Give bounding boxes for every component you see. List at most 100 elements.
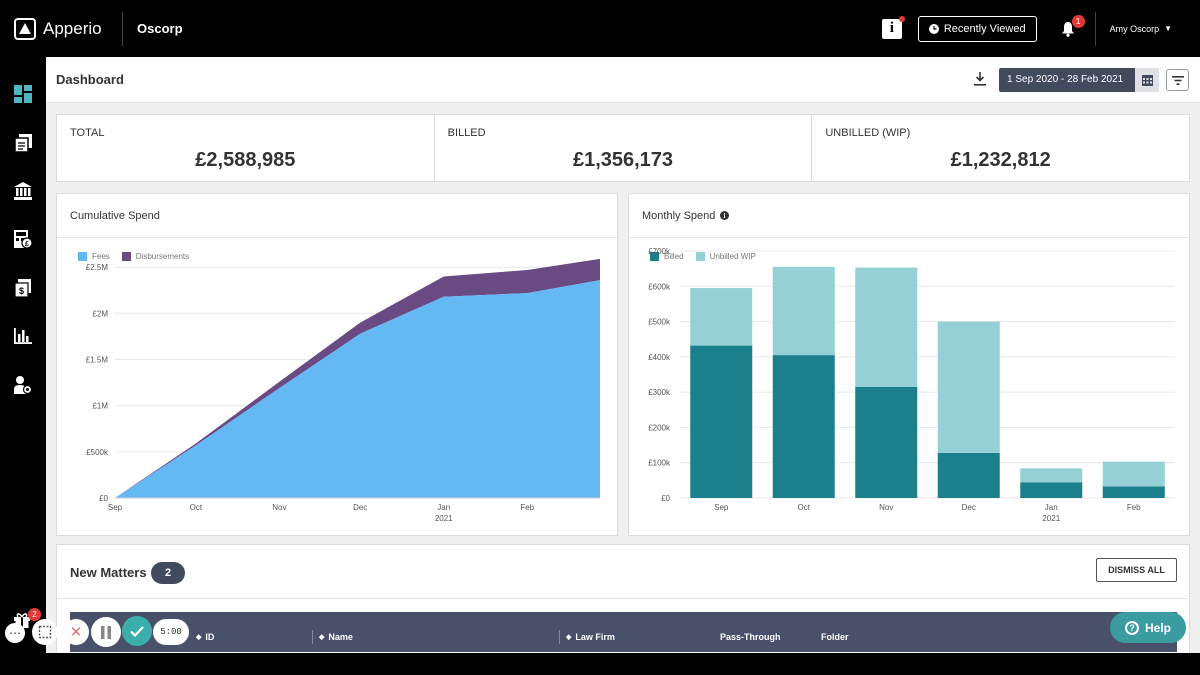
column-label: Law Firm: [575, 632, 615, 642]
cancel-recording-button[interactable]: ✕: [63, 619, 89, 645]
recently-viewed-button[interactable]: Recently Viewed: [917, 15, 1037, 42]
bottom-strip: [0, 653, 1200, 675]
documents-icon: [14, 134, 32, 152]
sidebar-item-budgets[interactable]: £: [13, 229, 33, 249]
help-icon: ?: [1124, 620, 1139, 635]
column-label: Pass-Through: [720, 632, 781, 642]
help-label: Help: [1144, 620, 1171, 635]
table-header: ◆ ID ◆ Name ◆ Law Firm Pass-Through Folder: [70, 612, 1177, 652]
section-title: New Matters: [70, 565, 147, 580]
column-label: Folder: [821, 632, 849, 642]
pause-button[interactable]: [91, 617, 121, 647]
dismiss-all-button[interactable]: DISMISS ALL: [1096, 558, 1177, 582]
x-tick-label: Sep: [108, 503, 123, 512]
sidebar-item-documents[interactable]: [13, 133, 33, 153]
x-sublabel: 2021: [435, 514, 453, 523]
caret-down-icon: ▼: [1164, 24, 1172, 33]
y-tick-label: £300k: [648, 388, 671, 397]
legend-item-billed[interactable]: Billed: [650, 252, 684, 261]
page-title: Dashboard: [56, 72, 124, 87]
bar-unbilled-wip: [772, 266, 835, 356]
divider: [629, 237, 1189, 238]
legend-swatch: [78, 252, 87, 261]
legend-swatch: [121, 252, 131, 261]
legend-swatch: [650, 252, 659, 261]
column-header-id[interactable]: ◆ ID: [196, 632, 214, 642]
help-button[interactable]: ? Help: [1110, 612, 1186, 643]
sidebar-item-dashboard[interactable]: [13, 84, 33, 104]
fees-area: [115, 280, 600, 498]
y-tick-label: £100k: [648, 459, 671, 468]
x-tick-label: Dec: [353, 503, 367, 512]
sidebar-item-reports[interactable]: [13, 326, 33, 346]
column-header-law-firm[interactable]: ◆ Law Firm: [566, 632, 615, 642]
date-range-picker[interactable]: 1 Sep 2020 - 28 Feb 2021: [999, 68, 1159, 92]
brand-name: Apperio: [43, 18, 102, 38]
column-divider: [559, 630, 560, 644]
sidebar-item-user-settings[interactable]: [13, 375, 33, 395]
count-badge: 2: [151, 562, 185, 584]
y-tick-label: £1.5M: [86, 356, 109, 365]
x-tick-label: Dec: [962, 503, 976, 512]
info-icon: i: [889, 20, 894, 36]
download-button[interactable]: [974, 72, 988, 88]
bar-unbilled-wip: [855, 267, 918, 387]
stat-value: £2,588,985: [195, 149, 296, 171]
svg-text:$: $: [19, 286, 24, 296]
download-icon: [974, 72, 986, 86]
gift-button[interactable]: 2: [13, 608, 41, 628]
top-bar: Apperio Oscorp i Recently Viewed 1 Amy O…: [0, 0, 1200, 57]
user-menu[interactable]: Amy Oscorp ▼: [1110, 24, 1172, 34]
user-settings-icon: [14, 376, 32, 394]
y-tick-label: £600k: [648, 282, 671, 291]
gift-badge: 2: [28, 608, 41, 621]
legend-item-disbursements[interactable]: Disbursements: [121, 252, 190, 261]
column-header-pass-through[interactable]: Pass-Through: [720, 632, 781, 642]
bank-icon: [14, 182, 32, 200]
y-tick-label: £700k: [648, 247, 671, 256]
x-tick-label: Jan: [1045, 503, 1058, 512]
finish-recording-button[interactable]: [122, 616, 152, 646]
invoice-icon: $: [15, 279, 31, 297]
info-dot: [898, 15, 905, 22]
divider: [1094, 11, 1096, 46]
chart-legend: Fees Disbursements: [78, 252, 201, 261]
dashboard-icon: [14, 85, 32, 103]
stat-total: TOTAL £2,588,985: [57, 115, 435, 181]
column-header-folder[interactable]: Folder: [821, 632, 849, 642]
more-button[interactable]: ⋯: [5, 623, 25, 643]
more-icon: ⋯: [9, 626, 21, 640]
legend-label: Disbursements: [135, 252, 190, 261]
x-sublabel: 2021: [1042, 514, 1060, 523]
client-name: Oscorp: [137, 21, 183, 36]
sidebar: £ $: [0, 57, 46, 675]
calendar-button[interactable]: [1135, 68, 1159, 92]
dashboard-header: Dashboard 1 Sep 2020 - 28 Feb 2021: [46, 57, 1200, 103]
bell-icon: [1061, 21, 1074, 37]
bar-unbilled-wip: [1102, 461, 1165, 487]
info-button[interactable]: i: [881, 15, 905, 39]
stat-billed: BILLED £1,356,173: [435, 115, 813, 181]
crop-button[interactable]: [32, 619, 58, 645]
sidebar-item-invoices[interactable]: $: [13, 278, 33, 298]
date-range-value: 1 Sep 2020 - 28 Feb 2021: [1007, 74, 1124, 85]
cumulative-spend-chart: £0 £500k £1M £1.5M £2M £2.5M Sep Oct Nov Dec Jan Fe…: [86, 258, 600, 523]
bar-unbilled-wip: [690, 288, 753, 346]
filter-button[interactable]: [1166, 69, 1189, 91]
cumulative-spend-card: Cumulative Spend Fees Disbursements £0 £5…: [56, 193, 618, 536]
notifications-button[interactable]: 1: [1057, 14, 1085, 40]
sidebar-item-firms[interactable]: [13, 181, 33, 201]
brand[interactable]: Apperio: [14, 17, 122, 40]
legend-item-unbilled-wip[interactable]: Unbilled WIP: [695, 252, 756, 261]
x-tick-label: Nov: [879, 503, 893, 512]
legend-item-fees[interactable]: Fees: [78, 252, 110, 261]
y-tick-label: £0: [99, 494, 108, 503]
stats-row: TOTAL £2,588,985 BILLED £1,356,173 UNBIL…: [56, 114, 1190, 182]
column-header-name[interactable]: ◆ Name: [319, 632, 353, 642]
bar-unbilled-wip: [1020, 468, 1083, 483]
info-icon[interactable]: i: [720, 211, 729, 220]
chart-legend: Billed Unbilled WIP: [650, 252, 768, 261]
bar-billed: [1020, 482, 1083, 498]
sort-icon: ◆: [319, 634, 325, 641]
bar-billed: [772, 355, 835, 498]
